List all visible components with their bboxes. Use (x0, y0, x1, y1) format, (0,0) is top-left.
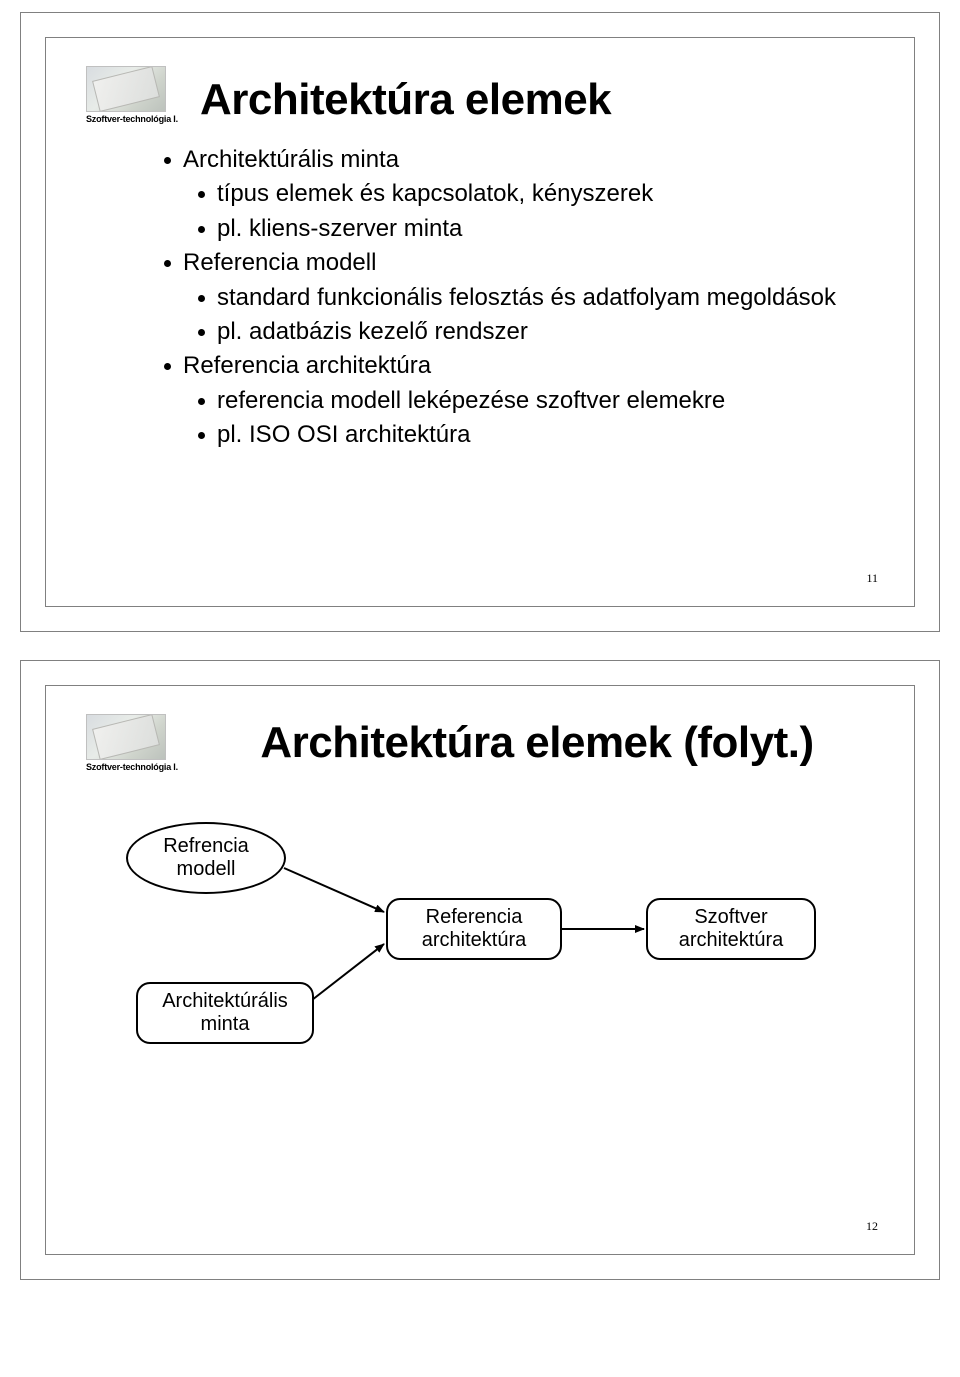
bullet-dot-icon (164, 260, 171, 267)
bullet-dot-icon (198, 398, 205, 405)
slide2-diagram: Refrencia modell Architektúrális minta Ref… (86, 812, 874, 1092)
bullet-text: pl. kliens-szerver minta (217, 213, 874, 245)
bullet-item: pl. ISO OSI architektúra (198, 419, 874, 451)
bullet-item: Referencia architektúra (164, 350, 874, 382)
bullet-item: pl. kliens-szerver minta (198, 213, 874, 245)
slide1-bullets: Architektúrális mintatípus elemek és kap… (164, 144, 874, 452)
bullet-item: Referencia modell (164, 247, 874, 279)
bullet-text: típus elemek és kapcsolatok, kényszerek (217, 178, 874, 210)
diagram-node-label: Referencia architektúra (398, 906, 550, 952)
bullet-text: Referencia architektúra (183, 350, 874, 382)
slide1-page-number: 11 (866, 571, 878, 586)
diagram-node-ref_arch: Referencia architektúra (386, 898, 562, 960)
diagram-edge (312, 944, 384, 1000)
slide2-title: Architektúra elemek (folyt.) (200, 719, 874, 767)
diagram-node-szoft_arch: Szoftver architektúra (646, 898, 816, 960)
bullet-dot-icon (198, 432, 205, 439)
slide2-page-number: 12 (866, 1219, 878, 1234)
bullet-text: pl. adatbázis kezelő rendszer (217, 316, 874, 348)
slide-inner-2: Szoftver-technológia I. Architektúra ele… (45, 685, 915, 1255)
bullet-text: standard funkcionális felosztás és adatf… (217, 282, 874, 314)
slide2-header: Szoftver-technológia I. Architektúra ele… (86, 714, 874, 772)
bullet-dot-icon (198, 226, 205, 233)
page: Szoftver-technológia I. Architektúra ele… (0, 0, 960, 1292)
bullet-item: standard funkcionális felosztás és adatf… (198, 282, 874, 314)
slide-outer-2: Szoftver-technológia I. Architektúra ele… (20, 660, 940, 1280)
logo-caption: Szoftver-technológia I. (86, 762, 178, 772)
bullet-dot-icon (164, 363, 171, 370)
diagram-node-ref_model: Refrencia modell (126, 822, 286, 894)
logo-block: Szoftver-technológia I. (86, 66, 196, 124)
bullet-dot-icon (198, 295, 205, 302)
diagram-node-label: Architektúrális minta (148, 990, 302, 1036)
bullet-item: referencia modell leképezése szoftver el… (198, 385, 874, 417)
bullet-text: referencia modell leképezése szoftver el… (217, 385, 874, 417)
bullet-item: pl. adatbázis kezelő rendszer (198, 316, 874, 348)
slide1-title: Architektúra elemek (200, 76, 611, 124)
diagram-edge (284, 868, 384, 912)
bullet-text: Architektúrális minta (183, 144, 874, 176)
logo-caption: Szoftver-technológia I. (86, 114, 178, 124)
bullet-dot-icon (198, 329, 205, 336)
diagram-node-arch_minta: Architektúrális minta (136, 982, 314, 1044)
slide1-header: Szoftver-technológia I. Architektúra ele… (86, 66, 874, 124)
bullet-text: Referencia modell (183, 247, 874, 279)
bullet-item: Architektúrális minta (164, 144, 874, 176)
logo-block: Szoftver-technológia I. (86, 714, 196, 772)
diagram-node-label: Szoftver architektúra (658, 906, 804, 952)
diagram-node-label: Refrencia modell (138, 835, 274, 881)
slide-inner-1: Szoftver-technológia I. Architektúra ele… (45, 37, 915, 607)
bullet-item: típus elemek és kapcsolatok, kényszerek (198, 178, 874, 210)
bullet-dot-icon (164, 157, 171, 164)
slide-outer-1: Szoftver-technológia I. Architektúra ele… (20, 12, 940, 632)
bullet-dot-icon (198, 191, 205, 198)
bullet-text: pl. ISO OSI architektúra (217, 419, 874, 451)
blueprint-roll-icon (86, 714, 166, 760)
blueprint-roll-icon (86, 66, 166, 112)
